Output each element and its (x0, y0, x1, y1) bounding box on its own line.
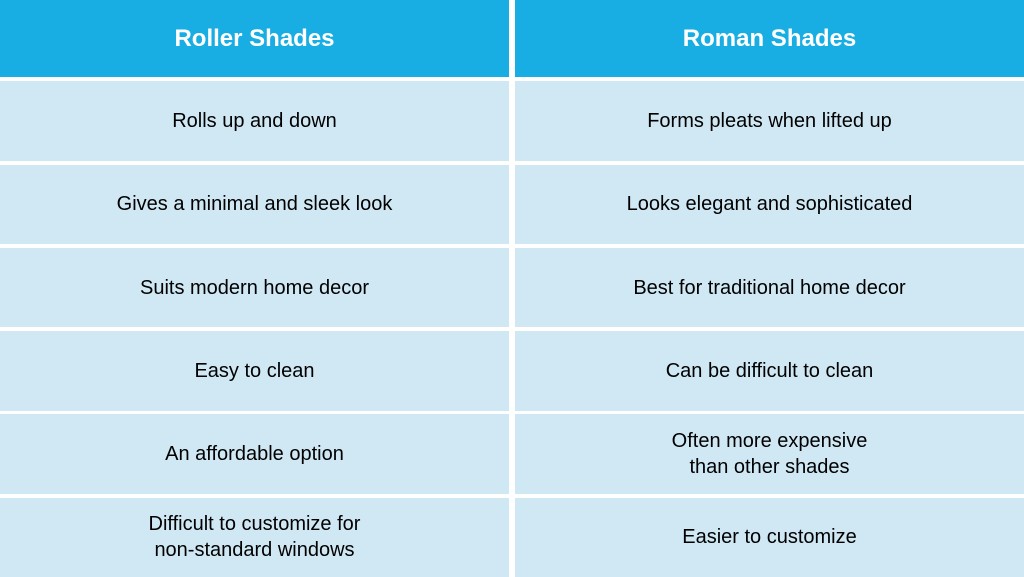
table-cell: Often more expensivethan other shades (515, 414, 1024, 493)
table-header-row: Roller Shades Roman Shades (0, 0, 1024, 77)
table-row: Difficult to customize fornon-standard w… (0, 498, 1024, 577)
table-cell: Gives a minimal and sleek look (0, 165, 509, 244)
table-cell: Easier to customize (515, 498, 1024, 577)
table-cell: Difficult to customize fornon-standard w… (0, 498, 509, 577)
column-header-left: Roller Shades (0, 0, 509, 77)
table-cell: Suits modern home decor (0, 248, 509, 327)
table-cell: Can be difficult to clean (515, 331, 1024, 410)
table-row: Gives a minimal and sleek look Looks ele… (0, 165, 1024, 244)
table-cell: Forms pleats when lifted up (515, 81, 1024, 160)
comparison-table: Roller Shades Roman Shades Rolls up and … (0, 0, 1024, 577)
table-row: Suits modern home decor Best for traditi… (0, 248, 1024, 327)
table-cell: An affordable option (0, 414, 509, 493)
column-header-right: Roman Shades (515, 0, 1024, 77)
table-cell: Rolls up and down (0, 81, 509, 160)
table-cell: Best for traditional home decor (515, 248, 1024, 327)
table-cell: Looks elegant and sophisticated (515, 165, 1024, 244)
table-cell: Easy to clean (0, 331, 509, 410)
table-row: Easy to clean Can be difficult to clean (0, 331, 1024, 410)
table-row: An affordable option Often more expensiv… (0, 414, 1024, 493)
table-row: Rolls up and down Forms pleats when lift… (0, 81, 1024, 160)
